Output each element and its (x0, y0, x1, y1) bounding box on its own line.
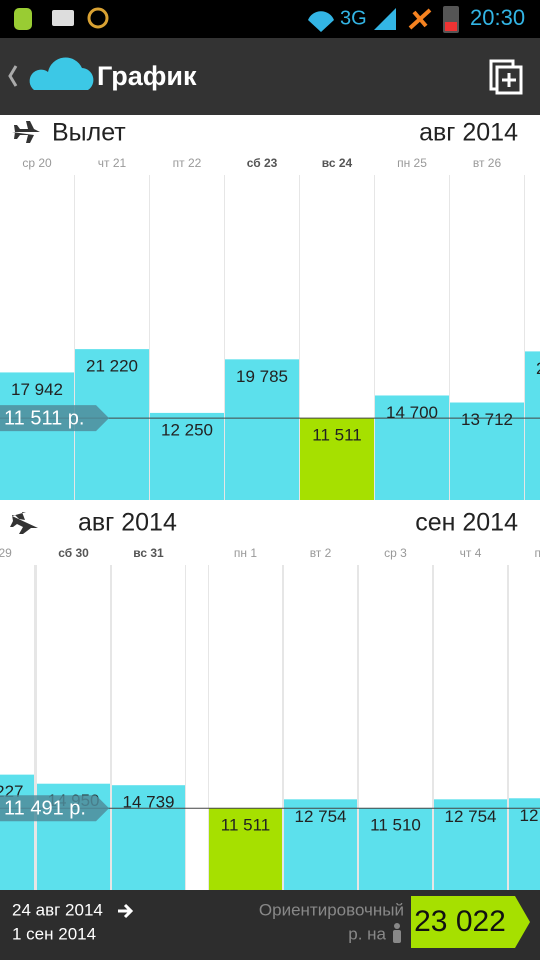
camera-icon (52, 10, 74, 26)
price-label: 14 739 (123, 793, 175, 812)
price-bar[interactable] (0, 372, 74, 500)
day-label: ср 20 (22, 156, 52, 170)
price-label: 12 754 (295, 807, 347, 826)
min-price-label: 11 511 р. (4, 407, 84, 429)
network-type: 3G (340, 7, 367, 29)
price-bar[interactable] (150, 412, 224, 500)
departure-icon (12, 121, 40, 143)
app-icon (87, 7, 109, 29)
return-month-right: сен 2014 (415, 509, 518, 537)
price-label: 20 900 (536, 359, 540, 378)
price-bar[interactable] (450, 402, 524, 500)
outbound-month: авг 2014 (419, 119, 518, 147)
wifi-icon (308, 11, 334, 32)
day-label: сб 23 (247, 156, 278, 170)
app-logo (29, 57, 94, 90)
price-bar[interactable] (300, 418, 374, 500)
price-bar[interactable] (509, 798, 540, 890)
month-gap (186, 565, 208, 890)
price-label: 13 712 (461, 410, 513, 429)
day-label: чт 21 (98, 156, 127, 170)
return-icon (10, 512, 38, 534)
day-label: пн 25 (397, 156, 427, 170)
price-bar[interactable] (525, 351, 540, 500)
date-from: 24 авг 2014 (12, 900, 103, 919)
day-label: чт 4 (460, 546, 482, 560)
price-bar[interactable] (284, 799, 357, 890)
min-price-label: 11 491 р. (4, 798, 86, 820)
day-label: пт 29 (0, 546, 12, 560)
price-bar[interactable] (112, 785, 185, 890)
day-label: пт 5 (534, 546, 540, 560)
price-label: 11 511 (221, 816, 270, 835)
battery-level (445, 22, 457, 31)
day-label: вт 2 (310, 546, 332, 560)
signal-icon (374, 8, 396, 30)
price-label: 14 700 (386, 403, 438, 422)
min-price-tag (0, 795, 109, 822)
price-label: 12 754 (445, 807, 497, 826)
price-bar[interactable] (359, 808, 432, 890)
price-label: 17 942 (11, 380, 63, 399)
price-bar[interactable] (0, 774, 34, 890)
arrow-icon (118, 903, 134, 919)
day-label: сб 30 (58, 546, 89, 560)
day-label: ср 3 (384, 546, 407, 560)
add-button[interactable] (489, 59, 523, 95)
total-price: 23 022 (414, 905, 506, 938)
day-label: вт 26 (473, 156, 502, 170)
price-label: 19 785 (236, 367, 288, 386)
date-to: 1 сен 2014 (12, 924, 96, 943)
clock: 20:30 (470, 5, 525, 30)
day-label: пт 22 (173, 156, 202, 170)
min-price-tag (0, 405, 109, 432)
price-label: 11 511 (312, 426, 361, 445)
return-month-left: авг 2014 (78, 509, 177, 537)
person-head (394, 923, 400, 929)
price-label: 12 900 (520, 806, 540, 825)
airplane-mode-icon (408, 8, 432, 30)
price-label: 12 250 (161, 420, 213, 439)
person-icon (393, 923, 401, 943)
add-icon-front (495, 65, 523, 95)
price-note: Ориентировочный (259, 900, 404, 919)
price-label: 11 510 (370, 816, 421, 835)
price-bar[interactable] (209, 808, 282, 890)
price-label: 21 220 (86, 357, 138, 376)
day-label: пн 1 (234, 546, 257, 560)
price-bar[interactable] (225, 359, 299, 500)
charts: ср 20 чт 21 пт 22 сб 23 вс 24 пн 25 вт 26 17 94… (0, 156, 540, 890)
add-icon-plus (502, 73, 516, 87)
screen-title: График (97, 61, 197, 91)
price-button[interactable] (411, 896, 530, 948)
person-body (393, 930, 401, 943)
android-icon (14, 8, 32, 30)
price-note-unit: р. на (348, 924, 386, 943)
day-label: вс 24 (322, 156, 353, 170)
outbound-label: Вылет (52, 119, 126, 147)
day-label: вс 31 (133, 546, 164, 560)
price-bar[interactable] (434, 799, 507, 890)
back-button[interactable] (8, 65, 18, 87)
price-bar[interactable] (375, 395, 449, 500)
